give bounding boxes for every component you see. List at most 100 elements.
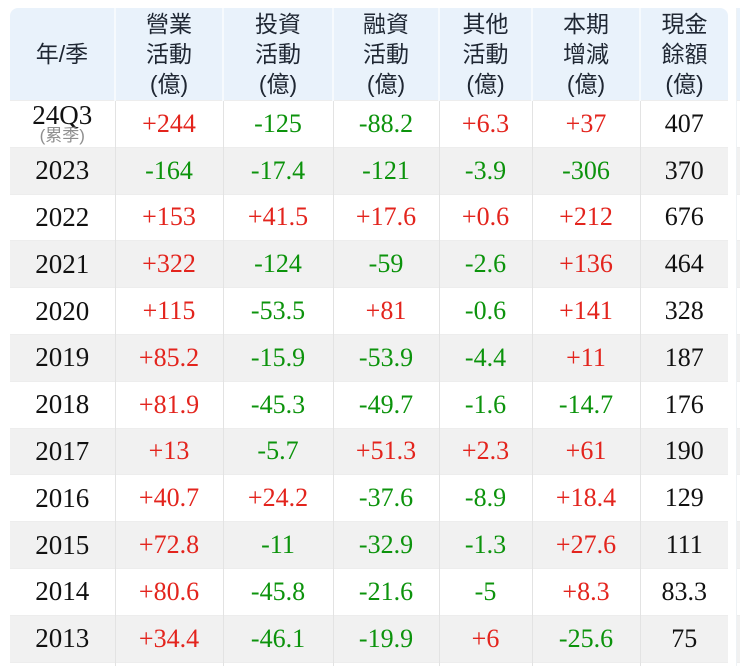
table-row: 2016 +40.7 +24.2 -37.6 -8.9 +18.4 129 [10,474,728,522]
value-cell: +153 [114,194,223,241]
value-cell: -88.2 [332,100,439,148]
value-cell [114,662,223,666]
value-cell: +136 [531,240,640,288]
value-cell: +8.3 [531,568,640,616]
column-header: 本期 增減 (億) [531,8,640,101]
period-label: 2022 [35,201,90,232]
period-cell: 2019 [10,334,115,381]
value-cell: -125 [222,100,333,148]
value-cell: -0.6 [438,287,532,335]
period-cell: 24Q3 (累季) [10,101,115,148]
value-cell: +27.6 [531,521,640,569]
value-cell: -17.4 [222,147,333,195]
value-cell: -25.6 [531,615,640,663]
table-row: 2015 +72.8 -11 -32.9 -1.3 +27.6 111 [10,521,728,569]
period-label: 2016 [35,482,90,513]
value-cell: 75 [639,615,728,663]
column-header: 融資 活動 (億) [332,8,439,101]
period-cell: 2022 [10,194,115,241]
value-cell: -164 [114,147,223,195]
value-cell: +141 [531,287,640,335]
value-cell [222,662,333,666]
value-cell: +17.6 [332,194,439,241]
value-cell [438,662,532,666]
value-cell: +40.7 [114,474,223,522]
period-cell: 2014 [10,568,115,615]
column-header: 其他 活動 (億) [438,8,532,101]
value-cell: 407 [639,100,728,148]
value-cell: -21.6 [332,568,439,616]
value-cell: -53.5 [222,287,333,335]
value-cell: 111 [639,521,728,569]
value-cell: -53.9 [332,334,439,382]
table-row: 2014 +80.6 -45.8 -21.6 -5 +8.3 83.3 [10,568,728,616]
table-row: 2013 +34.4 -46.1 -19.9 +6 -25.6 75 [10,615,728,663]
period-label: 2017 [35,435,90,466]
value-cell: -59 [332,240,439,288]
value-cell: +24.2 [222,474,333,522]
value-cell: 370 [639,147,728,195]
value-cell [531,662,640,666]
table-row: 2017 +13 -5.7 +51.3 +2.3 +61 190 [10,428,728,475]
value-cell: -45.8 [222,568,333,616]
period-label: 2013 [35,623,90,654]
value-cell: 190 [639,428,728,475]
value-cell: +41.5 [222,194,333,241]
value-cell: -11 [222,521,333,569]
period-cell: 2020 [10,288,115,335]
value-cell: +18.4 [531,474,640,522]
value-cell: +13 [114,428,223,475]
table-row: 2021 +322 -124 -59 -2.6 +136 464 [10,240,728,288]
value-cell: -3.9 [438,147,532,195]
period-cell: 2013 [10,615,115,662]
column-header: 年/季 [10,8,115,101]
value-cell: +115 [114,287,223,335]
column-header: 現金 餘額 (億) [639,8,728,101]
cashflow-table[interactable]: 年/季 營業 活動 (億) 投資 活動 (億) 融資 活動 (億) 其他 活動 (億) 本… [10,8,728,666]
next-column-sliver [736,8,740,666]
value-cell: +51.3 [332,428,439,475]
value-cell: -121 [332,147,439,195]
period-cell: 2021 [10,241,115,288]
table-row: 2019 +85.2 -15.9 -53.9 -4.4 +11 187 [10,334,728,382]
period-label: 2023 [35,155,90,186]
value-cell: -306 [531,147,640,195]
value-cell: +80.6 [114,568,223,616]
table-row: 24Q3 (累季) +244 -125 -88.2 +6.3 +37 407 [10,100,728,148]
table-row: 2022 +153 +41.5 +17.6 +0.6 +212 676 [10,194,728,241]
value-cell [332,662,439,666]
value-cell: -37.6 [332,474,439,522]
period-label: 2015 [35,529,90,560]
period-cell: 2018 [10,381,115,428]
value-cell: -124 [222,240,333,288]
period-label: 24Q3 [32,100,93,131]
value-cell: +6.3 [438,100,532,148]
value-cell: +81.9 [114,381,223,429]
value-cell: -5.7 [222,428,333,475]
period-label: 2018 [35,389,90,420]
value-cell: 676 [639,194,728,241]
value-cell: 464 [639,240,728,288]
value-cell: -19.9 [332,615,439,663]
value-cell: -1.6 [438,381,532,429]
value-cell: +85.2 [114,334,223,382]
column-header: 營業 活動 (億) [114,8,223,101]
value-cell: +244 [114,100,223,148]
value-cell: -4.4 [438,334,532,382]
value-cell: +2.3 [438,428,532,475]
value-cell: +37 [531,100,640,148]
value-cell: -8.9 [438,474,532,522]
value-cell: +322 [114,240,223,288]
period-label: 2014 [35,576,90,607]
value-cell: -14.7 [531,381,640,429]
period-cell [10,662,115,666]
table-row-partial [10,662,728,666]
table-body: 24Q3 (累季) +244 -125 -88.2 +6.3 +37 407 2023 -164-… [10,100,728,666]
value-cell: +212 [531,194,640,241]
value-cell: -5 [438,568,532,616]
table-header: 年/季 營業 活動 (億) 投資 活動 (億) 融資 活動 (億) 其他 活動 (億) 本… [10,8,728,101]
column-header: 投資 活動 (億) [222,8,333,101]
period-note: (累季) [39,126,85,146]
period-cell: 2015 [10,522,115,569]
